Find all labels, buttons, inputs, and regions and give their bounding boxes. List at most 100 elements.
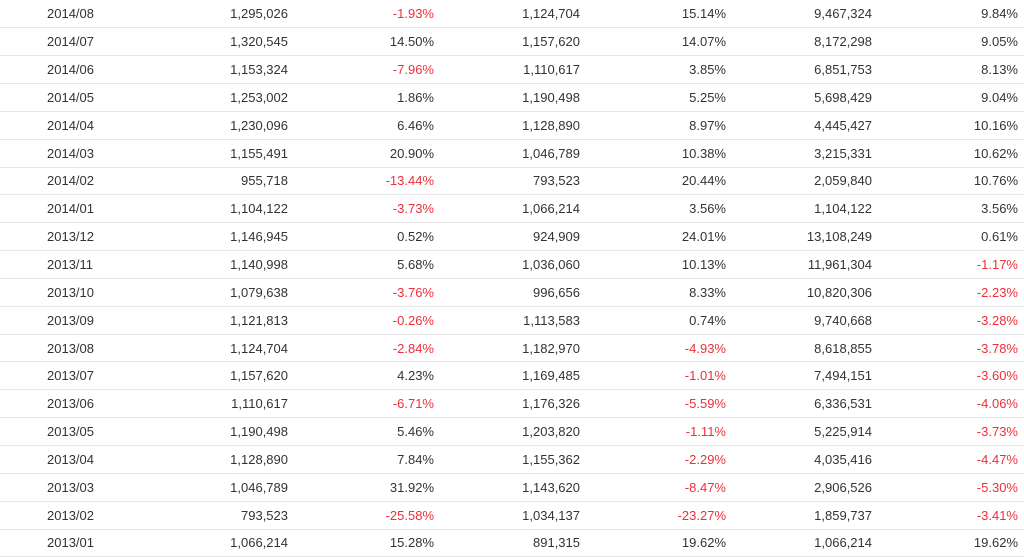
cumulative-cell: 4,445,427 (738, 111, 884, 140)
cumulative-cell: 8,618,855 (738, 334, 884, 363)
cumulative-growth-cell: 9.84% (884, 0, 1024, 29)
table-row: 2014/03 1,155,491 20.90% 1,046,789 10.38% 3,2… (0, 139, 1024, 168)
growth-cell: -7.96% (300, 55, 446, 85)
prior-growth-cell: 8.33% (592, 278, 738, 307)
growth-cell: -0.26% (300, 306, 446, 335)
value-cell: 955,718 (90, 167, 300, 196)
value-cell: 1,110,617 (90, 389, 300, 419)
cumulative-cell: 5,698,429 (738, 83, 884, 112)
value-cell: 1,121,813 (90, 306, 300, 335)
cumulative-growth-cell: -4.06% (884, 389, 1024, 419)
cumulative-growth-cell: 9.04% (884, 83, 1024, 112)
value-cell: 1,253,002 (90, 83, 300, 112)
value-cell: 1,190,498 (90, 417, 300, 446)
value-cell: 1,046,789 (90, 473, 300, 502)
value-cell: 1,066,214 (90, 529, 300, 557)
table-row: 2013/04 1,128,890 7.84% 1,155,362 -2.29% 4,03… (0, 445, 1024, 474)
prior-value-cell: 1,034,137 (446, 501, 592, 530)
cumulative-growth-cell: 19.62% (884, 529, 1024, 557)
prior-growth-cell: -5.59% (592, 389, 738, 419)
prior-growth-cell: -4.93% (592, 334, 738, 363)
cumulative-cell: 1,066,214 (738, 529, 884, 557)
prior-growth-cell: 20.44% (592, 167, 738, 196)
table-row: 2014/06 1,153,324 -7.96% 1,110,617 3.85% 6,85… (0, 55, 1024, 85)
prior-value-cell: 1,128,890 (446, 111, 592, 140)
prior-growth-cell: -1.11% (592, 417, 738, 446)
period-cell: 2013/09 (0, 306, 94, 335)
growth-cell: 5.46% (300, 417, 446, 446)
table-row: 2013/03 1,046,789 31.92% 1,143,620 -8.47% 2,9… (0, 473, 1024, 502)
prior-value-cell: 1,110,617 (446, 55, 592, 85)
period-cell: 2014/05 (0, 83, 94, 112)
value-cell: 1,153,324 (90, 55, 300, 85)
cumulative-cell: 5,225,914 (738, 417, 884, 446)
prior-value-cell: 891,315 (446, 529, 592, 557)
cumulative-growth-cell: -3.28% (884, 306, 1024, 335)
cumulative-cell: 9,467,324 (738, 0, 884, 29)
period-cell: 2014/01 (0, 194, 94, 224)
prior-value-cell: 1,143,620 (446, 473, 592, 502)
prior-value-cell: 1,169,485 (446, 361, 592, 391)
prior-growth-cell: -1.01% (592, 361, 738, 391)
growth-cell: 4.23% (300, 361, 446, 391)
table-row: 2013/06 1,110,617 -6.71% 1,176,326 -5.59% 6,3… (0, 389, 1024, 419)
period-cell: 2013/05 (0, 417, 94, 446)
prior-growth-cell: -8.47% (592, 473, 738, 502)
value-cell: 1,320,545 (90, 27, 300, 57)
prior-growth-cell: -23.27% (592, 501, 738, 530)
period-cell: 2013/07 (0, 361, 94, 391)
prior-value-cell: 996,656 (446, 278, 592, 307)
growth-cell: 31.92% (300, 473, 446, 502)
period-cell: 2013/12 (0, 222, 94, 252)
cumulative-growth-cell: -3.73% (884, 417, 1024, 446)
growth-cell: 14.50% (300, 27, 446, 57)
prior-value-cell: 1,046,789 (446, 139, 592, 168)
table-row: 2014/07 1,320,545 14.50% 1,157,620 14.07% 8,1… (0, 27, 1024, 57)
table-row: 2013/08 1,124,704 -2.84% 1,182,970 -4.93% 8,6… (0, 334, 1024, 363)
cumulative-growth-cell: -2.23% (884, 278, 1024, 307)
growth-cell: -3.76% (300, 278, 446, 307)
prior-growth-cell: 3.85% (592, 55, 738, 85)
value-cell: 1,230,096 (90, 111, 300, 140)
table-row: 2013/11 1,140,998 5.68% 1,036,060 10.13% 11,9… (0, 250, 1024, 279)
value-cell: 1,157,620 (90, 361, 300, 391)
value-cell: 1,295,026 (90, 0, 300, 29)
cumulative-growth-cell: 10.16% (884, 111, 1024, 140)
period-cell: 2013/03 (0, 473, 94, 502)
cumulative-cell: 11,961,304 (738, 250, 884, 279)
prior-value-cell: 1,155,362 (446, 445, 592, 474)
prior-value-cell: 1,113,583 (446, 306, 592, 335)
prior-growth-cell: 8.97% (592, 111, 738, 140)
prior-growth-cell: 10.38% (592, 139, 738, 168)
table-row: 2013/01 1,066,214 15.28% 891,315 19.62% 1,066… (0, 529, 1024, 557)
cumulative-growth-cell: 9.05% (884, 27, 1024, 57)
cumulative-cell: 8,172,298 (738, 27, 884, 57)
growth-cell: -1.93% (300, 0, 446, 29)
prior-value-cell: 1,182,970 (446, 334, 592, 363)
prior-growth-cell: 19.62% (592, 529, 738, 557)
period-cell: 2013/02 (0, 501, 94, 530)
period-cell: 2013/01 (0, 529, 94, 557)
cumulative-growth-cell: 8.13% (884, 55, 1024, 85)
table-row: 2014/02 955,718 -13.44% 793,523 20.44% 2,059,… (0, 167, 1024, 196)
cumulative-growth-cell: -3.78% (884, 334, 1024, 363)
cumulative-cell: 2,906,526 (738, 473, 884, 502)
cumulative-cell: 13,108,249 (738, 222, 884, 252)
table-row: 2013/09 1,121,813 -0.26% 1,113,583 0.74% 9,74… (0, 306, 1024, 335)
growth-cell: -25.58% (300, 501, 446, 530)
value-cell: 1,124,704 (90, 334, 300, 363)
table-row: 2013/12 1,146,945 0.52% 924,909 24.01% 13,108… (0, 222, 1024, 252)
prior-growth-cell: 0.74% (592, 306, 738, 335)
cumulative-growth-cell: -3.41% (884, 501, 1024, 530)
prior-growth-cell: 14.07% (592, 27, 738, 57)
value-cell: 1,155,491 (90, 139, 300, 168)
growth-cell: 7.84% (300, 445, 446, 474)
table-row: 2014/01 1,104,122 -3.73% 1,066,214 3.56% 1,10… (0, 194, 1024, 224)
table-row: 2014/05 1,253,002 1.86% 1,190,498 5.25% 5,698… (0, 83, 1024, 112)
prior-value-cell: 1,066,214 (446, 194, 592, 224)
cumulative-cell: 9,740,668 (738, 306, 884, 335)
prior-growth-cell: 15.14% (592, 0, 738, 29)
period-cell: 2014/07 (0, 27, 94, 57)
value-cell: 793,523 (90, 501, 300, 530)
